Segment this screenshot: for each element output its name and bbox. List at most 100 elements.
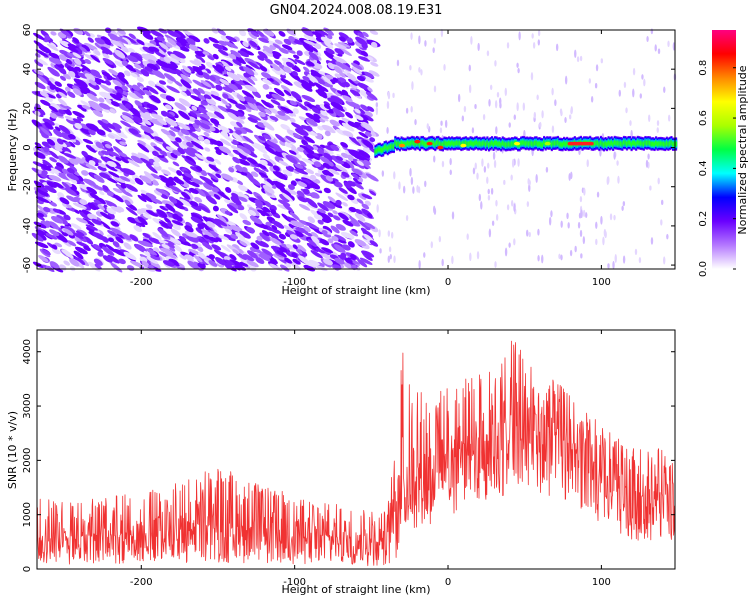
spectrogram-noise-cell — [239, 262, 249, 267]
spectrogram-noise-cell — [132, 84, 141, 91]
spectrogram-noise-cell — [152, 150, 159, 157]
spectrogram-noise-cell — [241, 127, 254, 133]
spectrogram-noise-cell — [359, 257, 373, 265]
spectrogram-noise-cell — [141, 260, 150, 268]
spectrogram-noise-cell — [58, 125, 71, 135]
spectrogram-noise-cell — [43, 206, 51, 213]
spectrogram-speckle — [629, 120, 632, 126]
spectrogram-noise-cell — [369, 137, 376, 143]
colorbar-label: Normalized spectral amplitude — [736, 65, 749, 234]
spectrogram-noise-cell — [349, 216, 360, 225]
spectrogram-noise-cell — [118, 152, 128, 158]
spectrogram-speckle — [488, 228, 492, 238]
spectrogram-noise-cell — [297, 146, 305, 153]
spectrogram-speckle — [526, 229, 529, 237]
spectrogram-speckle — [639, 93, 642, 99]
spectrogram-noise-cell — [362, 126, 372, 133]
spectrogram-speckle — [461, 115, 465, 122]
spectrogram-noise-cell — [46, 181, 57, 188]
spectrogram-noise-cell — [256, 30, 265, 37]
spectrogram-noise-cell — [49, 102, 61, 111]
spectrogram-noise-cell — [334, 61, 346, 70]
spectrogram-noise-cell — [98, 102, 111, 110]
spectrogram-noise-cell — [291, 122, 304, 131]
spectrogram-speckle — [566, 212, 569, 220]
spectrogram-speckle — [667, 40, 670, 48]
spectrogram-noise-cell — [57, 155, 69, 164]
spectrogram-noise-cell — [262, 153, 271, 160]
spectrogram-noise-cell — [331, 164, 343, 172]
spectrogram-noise-cell — [310, 250, 323, 259]
spectrogram-noise-cell — [81, 44, 91, 52]
spectrogram-speckle — [480, 201, 483, 210]
spectrogram-noise-cell — [185, 155, 196, 165]
spectrogram-noise-cell — [310, 192, 320, 199]
spectrogram-noise-cell — [280, 78, 293, 86]
spectrogram-noise-cell — [121, 195, 134, 204]
spectrogram-noise-cell — [250, 171, 259, 178]
spectrogram-noise-cell — [158, 42, 170, 51]
spectrogram-speckle — [433, 37, 437, 44]
spectrogram-noise-cell — [282, 169, 293, 177]
spectrogram-noise-cell — [82, 218, 95, 227]
spectrogram-noise-cell — [194, 153, 206, 160]
spectrogram-hot-spot — [437, 145, 444, 150]
spectrogram-noise-cell — [276, 250, 287, 258]
spectrogram-noise-cell — [84, 53, 96, 61]
spectrogram-noise-cell — [262, 83, 270, 90]
spectrogram-noise-cell — [108, 132, 118, 139]
spectrogram-speckle — [390, 231, 394, 239]
spectrogram-speckle — [470, 36, 473, 45]
spectrogram-noise-cell — [115, 156, 122, 162]
colorbar-tick-label: 0.0 — [698, 261, 709, 277]
spectrogram-speckle — [535, 174, 538, 183]
spectrogram-noise-cell — [67, 91, 76, 98]
spectrogram-noise-cell — [272, 253, 285, 260]
spectrogram-noise-cell — [167, 222, 173, 228]
snr-y-tick-label: 3000 — [22, 393, 33, 418]
spectrogram-noise-cell — [194, 50, 206, 57]
spectrogram-noise-cell — [356, 75, 366, 82]
spectrogram-speckle — [595, 221, 598, 229]
spectrogram-y-tick-label: -20 — [22, 179, 33, 195]
spectrogram-noise-cell — [93, 174, 105, 183]
spectrogram-speckle — [503, 179, 506, 185]
spectrogram-noise-cell — [140, 175, 153, 184]
spectrogram-noise-cell — [305, 197, 318, 209]
spectrogram-noise-cell — [211, 27, 219, 34]
spectrogram-noise-cell — [337, 78, 346, 83]
spectrogram-noise-cell — [212, 43, 224, 50]
spectrogram-noise-cell — [170, 53, 181, 62]
spectrogram-noise-cell — [322, 201, 336, 209]
spectrogram-speckle — [477, 42, 480, 52]
spectrogram-noise-cell — [308, 259, 320, 266]
spectrogram-noise-cell — [344, 150, 353, 157]
spectrogram-noise-cell — [63, 260, 70, 266]
spectrogram-speckle — [398, 181, 401, 190]
spectrogram-noise-cell — [334, 234, 347, 242]
spectrogram-noise-cell — [270, 99, 281, 106]
spectrogram-noise-cell — [180, 191, 191, 200]
spectrogram-noise-cell — [200, 189, 212, 198]
spectrogram-noise-cell — [223, 234, 236, 242]
spectrogram-noise-cell — [105, 164, 118, 172]
spectrogram-noise-cell — [99, 172, 111, 179]
spectrogram-noise-cell — [208, 164, 219, 172]
spectrogram-noise-cell — [145, 192, 157, 200]
spectrogram-noise-cell — [165, 42, 173, 48]
spectrogram-noise-cell — [163, 73, 177, 82]
spectrogram-noise-cell — [280, 124, 290, 131]
spectrogram-hot-spot — [514, 141, 521, 146]
spectrogram-speckle — [622, 255, 626, 264]
spectrogram-noise-cell — [107, 254, 120, 264]
spectrogram-noise-cell — [98, 190, 105, 196]
spectrogram-noise-cell — [362, 139, 374, 149]
spectrogram-speckle — [433, 205, 436, 214]
spectrogram-noise-cell — [301, 94, 316, 103]
spectrogram-noise-cell — [241, 90, 255, 99]
spectrogram-noise-cell — [119, 155, 130, 164]
spectrogram-noise-cell — [247, 114, 262, 121]
spectrogram-noise-cell — [110, 262, 123, 273]
spectrogram-noise-cell — [334, 104, 345, 112]
spectrogram-noise-cell — [241, 146, 252, 155]
